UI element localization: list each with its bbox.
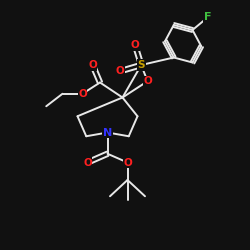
Text: O: O (130, 40, 140, 50)
Text: O: O (88, 60, 97, 70)
Text: O: O (116, 66, 124, 76)
Text: O: O (123, 158, 132, 168)
Text: O: O (83, 158, 92, 168)
Text: N: N (103, 128, 112, 138)
Text: S: S (138, 60, 145, 70)
Text: F: F (204, 12, 211, 22)
Text: O: O (143, 76, 152, 86)
Text: O: O (78, 89, 87, 99)
